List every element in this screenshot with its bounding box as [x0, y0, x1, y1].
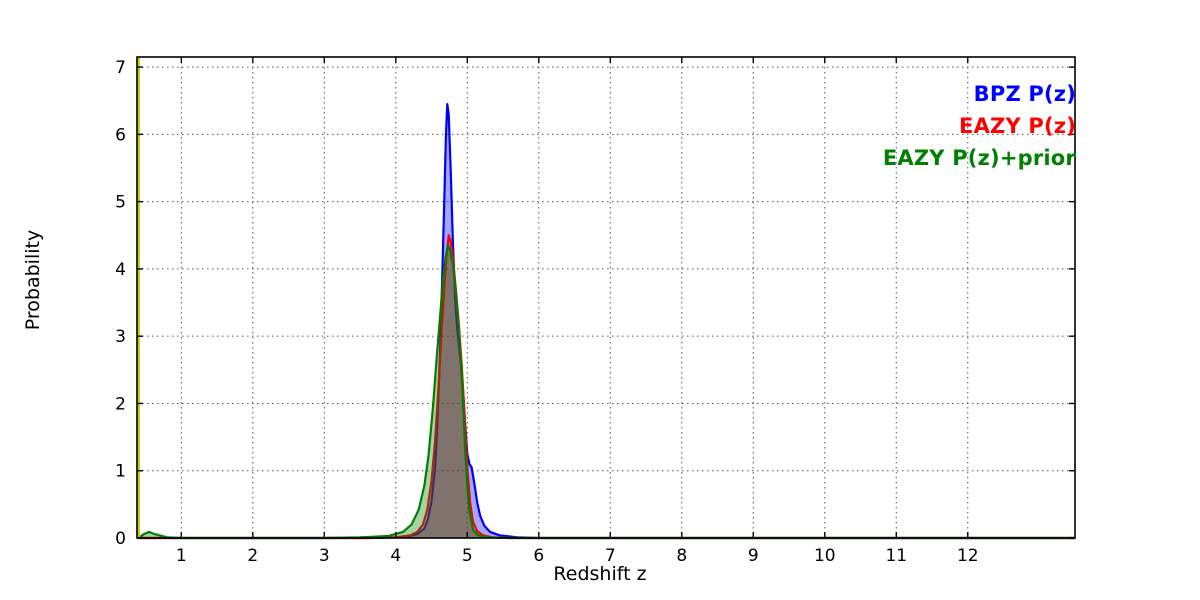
y-tick-label: 4 — [115, 260, 126, 280]
x-tick-label: 9 — [748, 546, 759, 566]
y-tick-label: 7 — [115, 58, 126, 78]
x-tick-label: 12 — [957, 546, 979, 566]
x-tick-label: 4 — [390, 546, 401, 566]
x-tick-label: 1 — [176, 546, 187, 566]
y-tick-label: 2 — [115, 394, 126, 414]
series-fill-2 — [138, 245, 1075, 539]
legend-entry-eazy: EAZY P(z) — [959, 114, 1076, 138]
y-tick-label: 3 — [115, 327, 126, 347]
tick-marks — [137, 57, 1075, 539]
y-tick-label: 6 — [115, 125, 126, 145]
x-tick-label: 2 — [247, 546, 258, 566]
legend-entry-eazy-prior: EAZY P(z)+prior — [882, 146, 1076, 170]
series-line-1 — [138, 234, 1075, 540]
x-tick-label: 7 — [605, 546, 616, 566]
y-tick-label: 0 — [115, 529, 126, 549]
x-tick-label: 3 — [319, 546, 330, 566]
y-tick-label: 5 — [115, 193, 126, 213]
x-tick-label: 11 — [885, 546, 907, 566]
legend-entry-bpz: BPZ P(z) — [973, 82, 1076, 106]
x-tick-label: 10 — [814, 546, 836, 566]
x-tick-label: 8 — [676, 546, 687, 566]
x-axis-label: Redshift z — [553, 563, 647, 585]
axes-frame — [136, 56, 1076, 539]
series-line-2 — [137, 244, 1075, 540]
x-tick-label: 5 — [462, 546, 473, 566]
x-tick-label: 6 — [533, 546, 544, 566]
series-fill-1 — [138, 235, 1075, 538]
grid-lines — [137, 57, 1075, 538]
y-tick-label: 1 — [115, 462, 126, 482]
y-axis-label: Probability — [22, 229, 44, 331]
